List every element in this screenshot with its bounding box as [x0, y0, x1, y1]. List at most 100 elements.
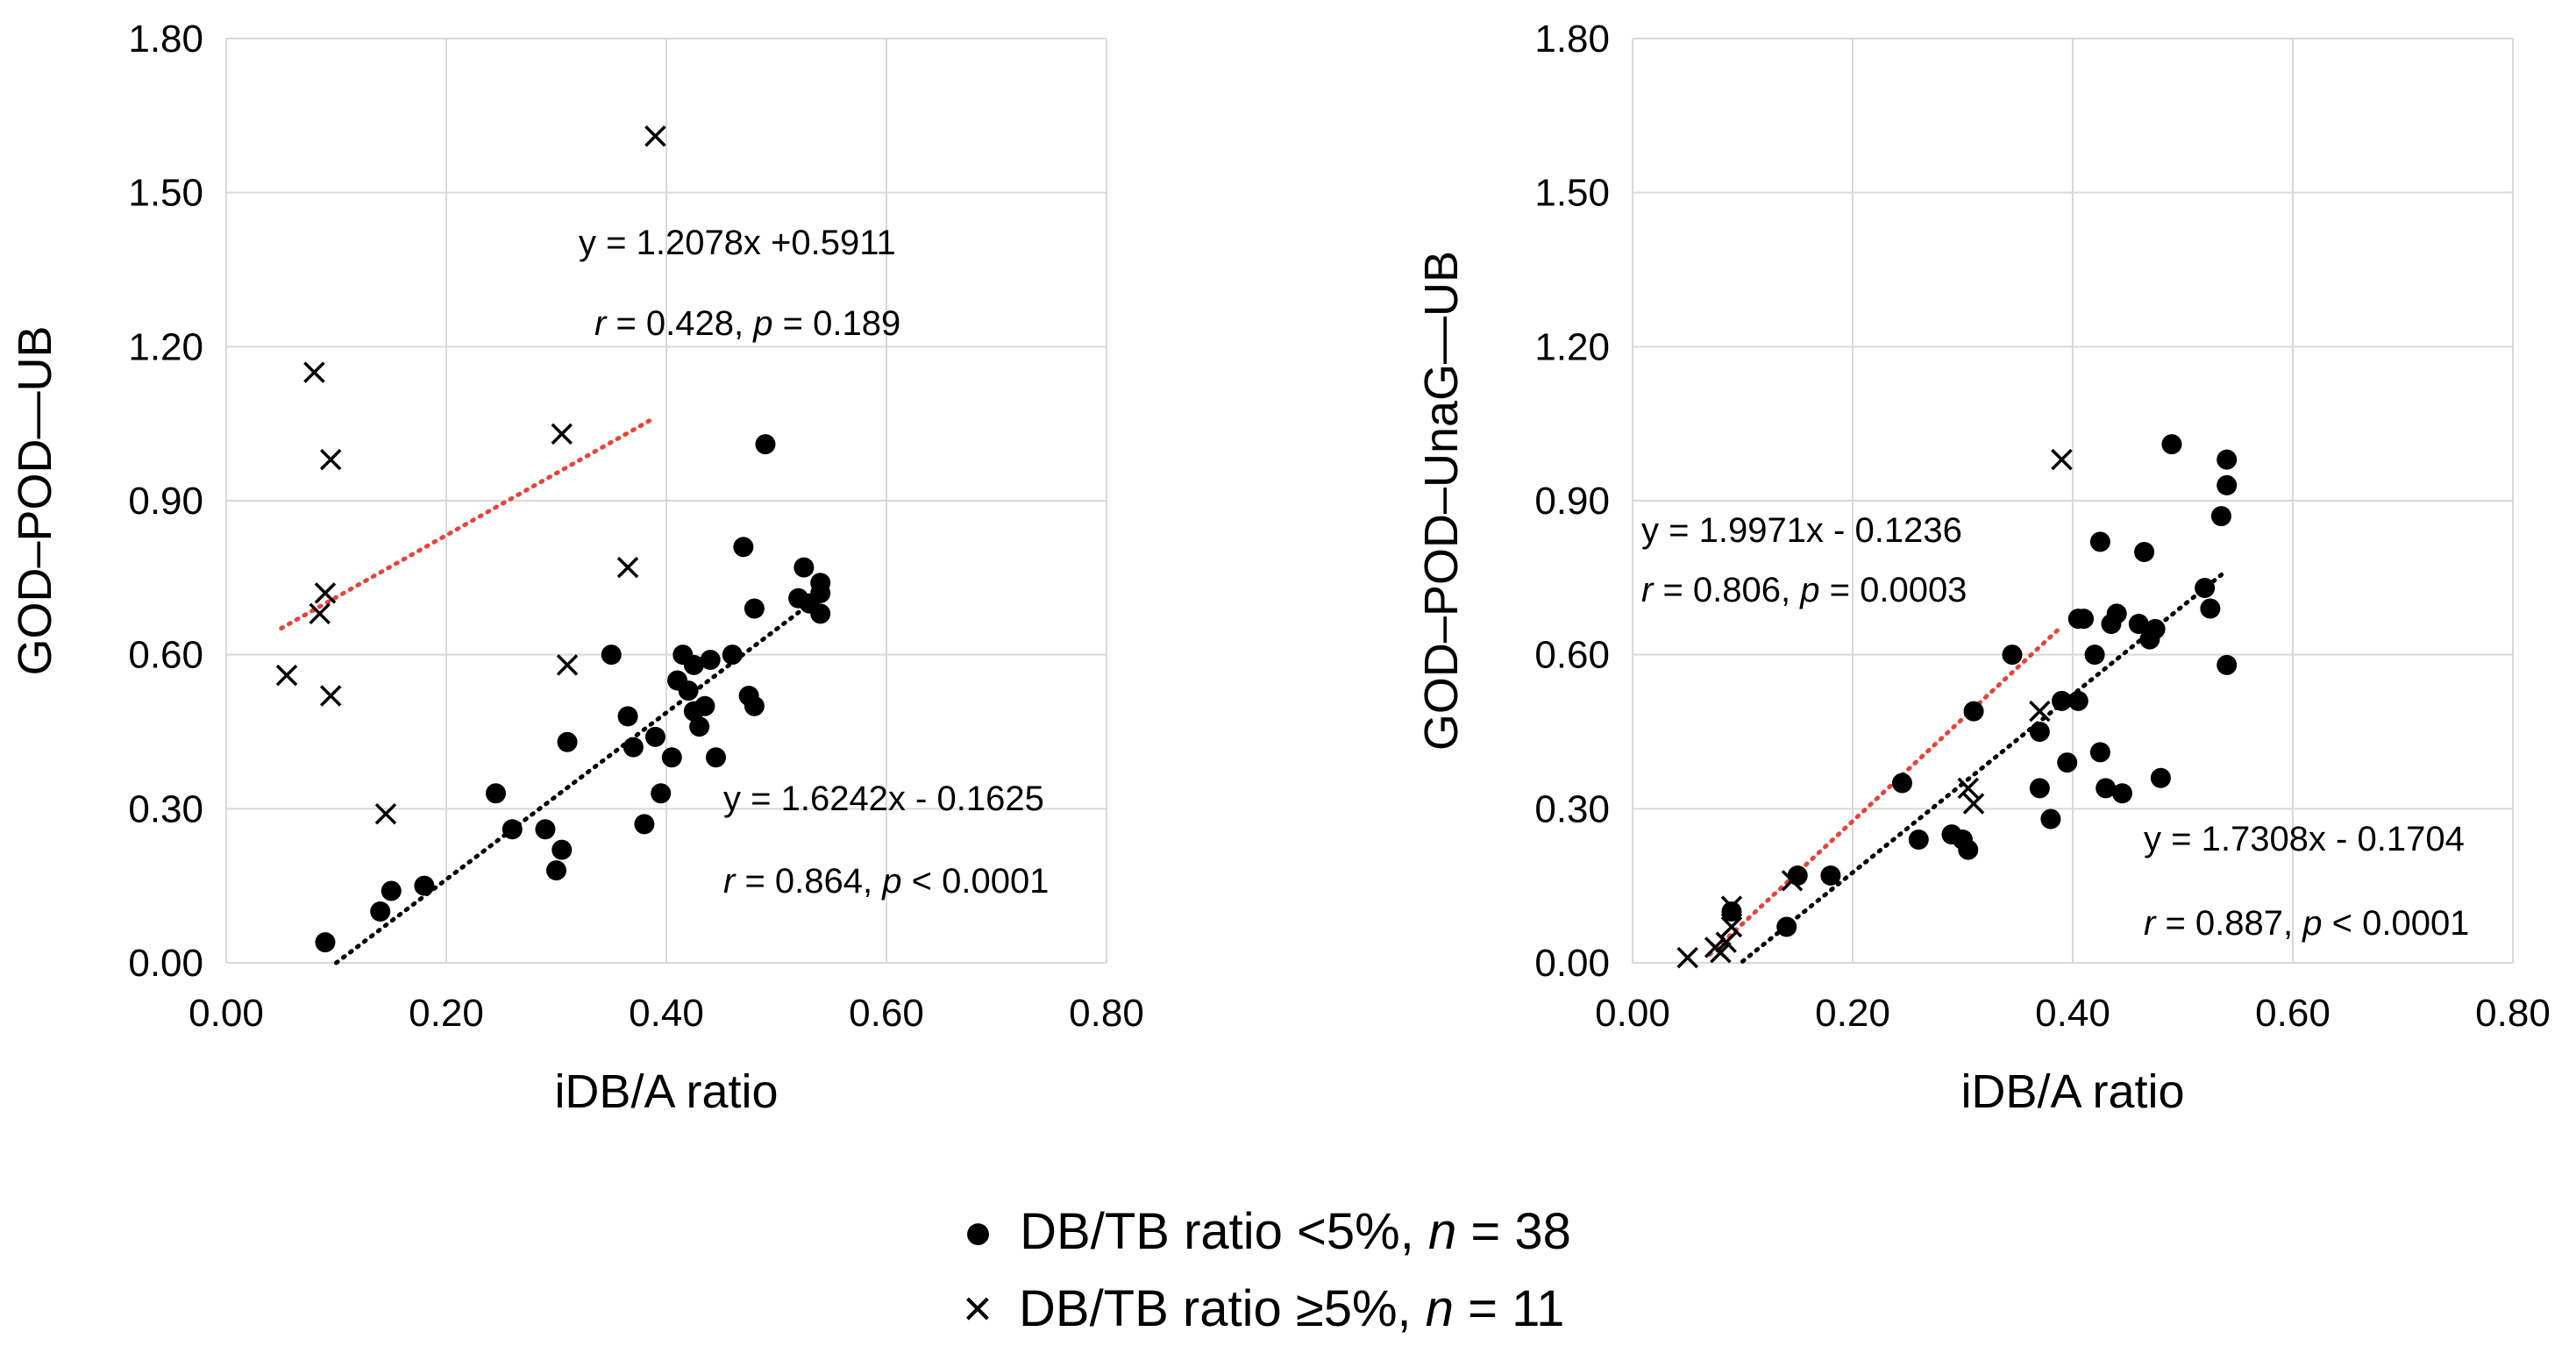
trendline-stats: r = 0.806, p = 0.0003	[1641, 571, 1967, 609]
x-tick-label: 0.60	[849, 992, 924, 1035]
data-point-circle	[617, 706, 638, 727]
trendline	[1707, 623, 2064, 958]
y-tick-label: 1.50	[128, 172, 203, 215]
data-point-circle	[810, 603, 831, 624]
r-value: = 0.864,	[735, 862, 882, 901]
data-point-circle	[414, 875, 435, 896]
trendline	[279, 415, 658, 631]
y-tick-label: 0.30	[1534, 787, 1610, 830]
data-point-cross	[551, 423, 573, 445]
data-point-circle	[1963, 701, 1984, 722]
data-point-circle	[1721, 901, 1742, 922]
r-label: r	[723, 862, 737, 901]
data-point-circle	[810, 582, 831, 603]
data-point-circle	[2128, 614, 2149, 635]
data-point-circle	[2217, 654, 2238, 675]
data-point-circle	[678, 680, 699, 701]
data-point-cross	[309, 602, 331, 625]
data-point-circle	[2210, 506, 2231, 527]
legend-item-cross: × DB/TB ratio ≥5%, n = 11	[963, 1280, 1564, 1337]
y-axis-title: GOD–POD—UB	[9, 325, 61, 675]
series-x	[275, 125, 666, 825]
series-circle	[1721, 434, 2238, 937]
y-tick-label: 0.90	[1534, 480, 1610, 523]
y-tick-label: 1.20	[1534, 325, 1610, 368]
y-tick-label: 0.00	[128, 942, 203, 985]
legend-item-circle: ● DB/TB ratio <5%, n = 38	[963, 1203, 1571, 1260]
p-value: = 0.189	[773, 304, 901, 343]
data-point-circle	[1908, 829, 1929, 850]
y-tick-label: 0.60	[128, 634, 203, 677]
data-point-circle	[694, 695, 715, 716]
data-point-circle	[1891, 773, 1912, 794]
data-point-circle	[2161, 434, 2182, 455]
p-label: p	[752, 304, 772, 343]
gridlines	[225, 38, 1107, 964]
data-point-cross	[275, 664, 298, 687]
data-point-circle	[2002, 645, 2023, 666]
data-point-circle	[2029, 722, 2050, 742]
trendline-stats: r = 0.887, p < 0.0001	[2144, 904, 2469, 943]
trendline-stats: r = 0.428, p = 0.189	[594, 304, 900, 343]
x-tick-label: 0.40	[629, 992, 704, 1035]
data-point-cross	[1715, 931, 1737, 953]
x-tick-label: 0.60	[2255, 992, 2330, 1035]
legend-circle-count: = 38	[1470, 1203, 1571, 1260]
data-point-circle	[2145, 618, 2166, 639]
data-point-circle	[793, 557, 815, 578]
y-tick-label: 1.50	[1534, 172, 1610, 215]
data-point-circle	[2106, 603, 2127, 624]
data-point-cross	[556, 654, 579, 676]
data-point-circle	[381, 880, 402, 901]
data-point-cross	[1962, 793, 1985, 815]
legend-circle-text: DB/TB ratio <5%,	[1020, 1203, 1428, 1260]
r-label: r	[2144, 904, 2157, 943]
data-point-circle	[2084, 645, 2105, 666]
legend-circle-n: n	[1428, 1203, 1456, 1260]
data-point-circle	[683, 654, 704, 675]
right-scatter-plot: 0.00 0.30 0.60 0.90 1.20 1.50 1.80 0.00 0.20 0.40…	[1415, 18, 2551, 1118]
y-tick-label: 1.80	[128, 18, 203, 61]
data-point-circle	[2134, 542, 2155, 563]
data-point-circle	[744, 695, 765, 716]
series-x	[1676, 448, 2073, 969]
legend-cross-text: DB/TB ratio ≥5%,	[1019, 1280, 1426, 1337]
data-point-circle	[2029, 778, 2050, 799]
data-point-cross	[1710, 942, 1732, 964]
r-label: r	[594, 304, 608, 343]
data-point-cross	[2029, 700, 2051, 723]
data-point-circle	[2074, 609, 2095, 630]
data-point-circle	[744, 598, 765, 619]
data-point-circle	[2217, 449, 2238, 470]
p-label: p	[881, 862, 901, 901]
p-value: < 0.0001	[2323, 904, 2470, 943]
y-tick-label: 0.90	[128, 480, 203, 523]
data-point-circle	[755, 434, 776, 455]
data-point-circle	[601, 645, 622, 666]
p-value: = 0.0003	[1820, 571, 1968, 609]
data-point-cross	[319, 448, 342, 471]
r-label: r	[1641, 571, 1654, 609]
series-circle	[315, 434, 831, 953]
trendline-equation: y = 1.6242x - 0.1625	[723, 780, 1044, 818]
data-point-circle	[2195, 578, 2216, 599]
legend: ● DB/TB ratio <5%, n = 38 × DB/TB ratio …	[963, 1203, 1571, 1337]
trendline-equation: y = 1.9971x - 0.1236	[1641, 511, 1962, 550]
y-tick-label: 1.80	[1534, 18, 1610, 61]
data-point-circle	[722, 645, 743, 666]
legend-cross-n: n	[1426, 1280, 1454, 1337]
data-point-circle	[315, 932, 336, 953]
data-point-cross	[314, 582, 337, 604]
data-point-circle	[700, 650, 721, 671]
data-point-cross	[1781, 870, 1804, 892]
x-tick-label: 0.20	[1815, 992, 1890, 1035]
data-point-circle	[2200, 598, 2221, 619]
data-point-circle	[2089, 531, 2110, 552]
data-point-circle	[485, 783, 506, 804]
y-tick-label: 1.20	[128, 325, 203, 368]
legend-cross-count: = 11	[1468, 1280, 1564, 1337]
data-point-cross	[374, 802, 397, 825]
data-point-cross	[2051, 448, 2073, 471]
trendline-equation: y = 1.2078x +0.5911	[579, 224, 896, 262]
data-point-circle	[644, 726, 665, 747]
